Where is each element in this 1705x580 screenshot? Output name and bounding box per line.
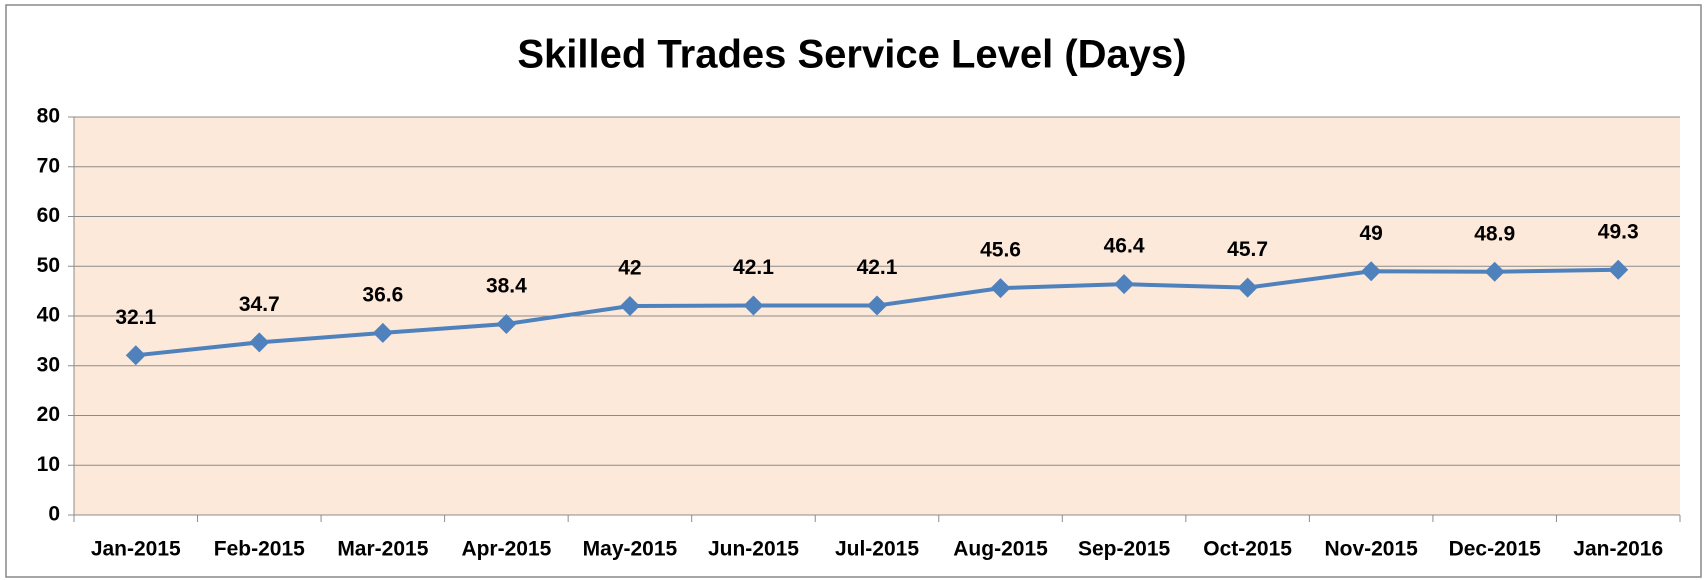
y-tick-label: 30 bbox=[37, 353, 60, 376]
x-tick-label: Jan-2015 bbox=[91, 538, 181, 561]
y-tick-label: 80 bbox=[37, 105, 60, 128]
y-tick-label: 10 bbox=[37, 453, 60, 476]
x-tick-label: May-2015 bbox=[583, 538, 678, 561]
x-tick-label: Sep-2015 bbox=[1078, 538, 1171, 561]
data-label: 32.1 bbox=[115, 306, 156, 329]
data-label: 48.9 bbox=[1474, 222, 1515, 245]
marker bbox=[1361, 261, 1382, 282]
y-tick-label: 60 bbox=[37, 204, 60, 227]
marker bbox=[867, 295, 887, 316]
data-label: 42.1 bbox=[857, 256, 898, 279]
x-tick-label: Jan-2016 bbox=[1573, 538, 1663, 561]
y-tick-label: 20 bbox=[37, 403, 60, 426]
x-tick-label: Dec-2015 bbox=[1449, 538, 1542, 561]
data-label: 46.4 bbox=[1104, 235, 1145, 258]
marker bbox=[1114, 274, 1135, 295]
marker bbox=[1484, 261, 1505, 282]
x-tick-label: Feb-2015 bbox=[214, 538, 305, 561]
marker bbox=[125, 345, 146, 366]
y-tick-label: 50 bbox=[37, 254, 60, 277]
chart-title: Skilled Trades Service Level (Days) bbox=[517, 33, 1186, 77]
y-tick-label: 0 bbox=[48, 503, 60, 526]
marker bbox=[372, 322, 393, 343]
data-label: 36.6 bbox=[362, 283, 403, 306]
data-label: 45.7 bbox=[1227, 238, 1268, 261]
data-label: 38.4 bbox=[486, 275, 527, 298]
marker bbox=[743, 295, 764, 316]
x-tick-label: Apr-2015 bbox=[461, 538, 551, 561]
y-tick-label: 40 bbox=[37, 304, 60, 327]
data-label: 42.1 bbox=[733, 256, 774, 279]
data-label: 42 bbox=[618, 257, 641, 280]
marker bbox=[496, 313, 517, 334]
x-tick-label: Jun-2015 bbox=[708, 538, 799, 561]
data-label: 49.3 bbox=[1598, 220, 1639, 243]
marker bbox=[249, 332, 270, 353]
data-label: 49 bbox=[1359, 222, 1382, 245]
marker bbox=[619, 296, 640, 317]
marker bbox=[1237, 277, 1258, 298]
data-label: 45.6 bbox=[980, 239, 1021, 262]
y-tick-label: 70 bbox=[37, 154, 60, 177]
x-tick-label: Oct-2015 bbox=[1203, 538, 1292, 561]
marker bbox=[990, 278, 1011, 299]
x-tick-label: Aug-2015 bbox=[953, 538, 1048, 561]
data-label: 34.7 bbox=[239, 293, 280, 316]
x-tick-label: Nov-2015 bbox=[1324, 538, 1418, 561]
marker bbox=[1608, 259, 1629, 280]
x-tick-label: Mar-2015 bbox=[337, 538, 428, 561]
x-tick-label: Jul-2015 bbox=[835, 538, 919, 561]
